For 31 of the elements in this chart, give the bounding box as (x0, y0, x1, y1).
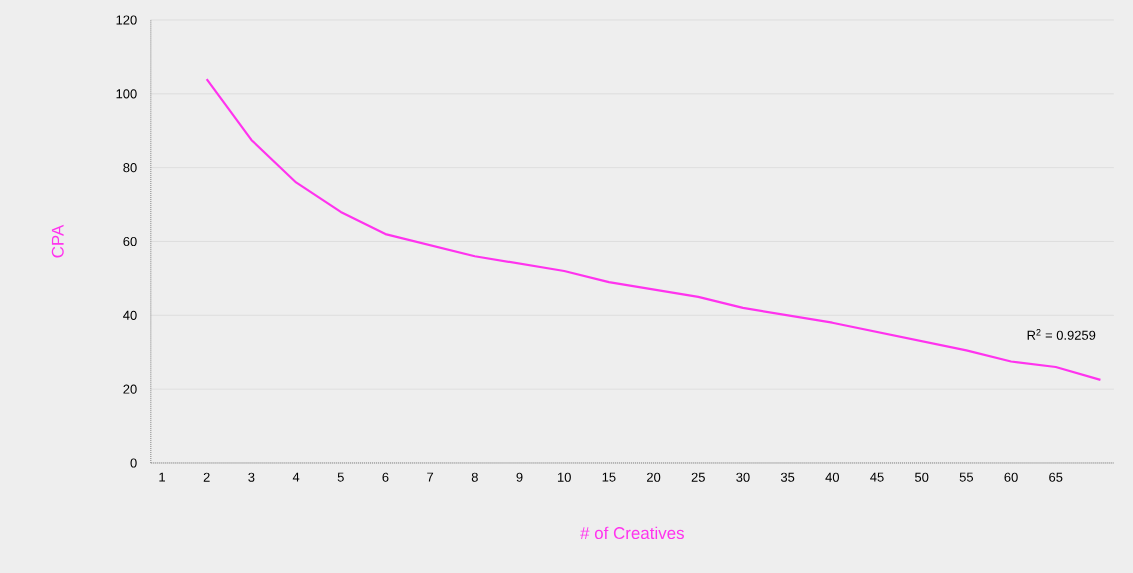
x-tick-label: 2 (203, 472, 210, 482)
x-tick-label: 3 (248, 472, 255, 482)
y-tick-label: 100 (116, 89, 137, 99)
x-tick-label: 30 (736, 472, 750, 482)
x-tick-label: 7 (427, 472, 434, 482)
x-tick-label: 35 (780, 472, 795, 482)
x-tick-label: 60 (1004, 472, 1018, 482)
x-tick-label: 45 (870, 472, 884, 482)
x-tick-label: 10 (557, 472, 571, 482)
x-tick-label: 15 (602, 472, 616, 482)
x-axis-title: # of Creatives (580, 526, 684, 540)
x-tick-label: 65 (1049, 472, 1063, 482)
x-tick-label: 55 (959, 472, 974, 482)
x-tick-label: 9 (516, 472, 523, 482)
x-tick-label: 25 (691, 472, 705, 482)
annotation: R$^{2}$ = 0.9259 (1027, 329, 1096, 340)
y-tick-label: 120 (116, 15, 137, 25)
y-tick-label: 0 (130, 458, 137, 468)
x-tick-label: 4 (292, 472, 300, 482)
y-tick-label: 80 (123, 163, 137, 173)
y-tick-label: 20 (123, 384, 137, 394)
x-tick-label: 8 (471, 472, 478, 482)
x-tick-label: 40 (825, 472, 840, 482)
x-tick-label: 5 (337, 472, 344, 482)
x-tick-label: 50 (915, 472, 929, 482)
x-tick-label: 1 (159, 472, 165, 482)
y-axis-title: CPA (51, 224, 64, 258)
x-tick-label: 20 (647, 472, 661, 482)
x-tick-label: 6 (382, 472, 389, 482)
y-tick-label: 40 (123, 310, 137, 320)
y-tick-label: 60 (123, 236, 137, 247)
